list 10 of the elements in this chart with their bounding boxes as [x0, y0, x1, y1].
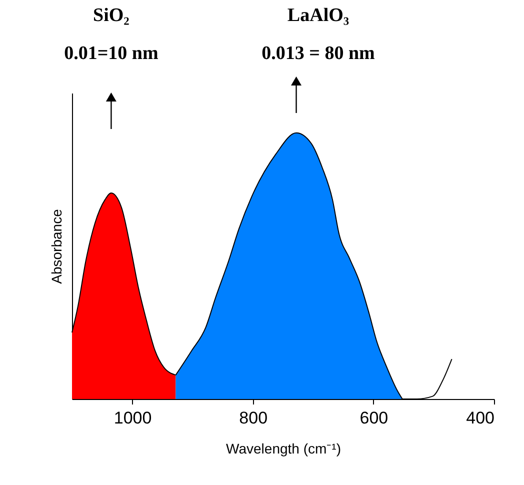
x-tick-label: 600 [360, 408, 388, 428]
text: 0.013 = 80 nm [262, 43, 376, 64]
x-axis-title: Wavelength (cm⁻¹) [226, 440, 341, 456]
text: SiO₂ [93, 5, 130, 26]
y-axis-title: Absorbance [48, 208, 64, 284]
x-tick-label: 1000 [114, 408, 152, 428]
text: LaAlO₃ [287, 5, 350, 26]
text: 0.01=10 nm [64, 43, 158, 64]
x-tick-label: 400 [466, 408, 494, 428]
x-tick-label: 800 [239, 408, 268, 428]
